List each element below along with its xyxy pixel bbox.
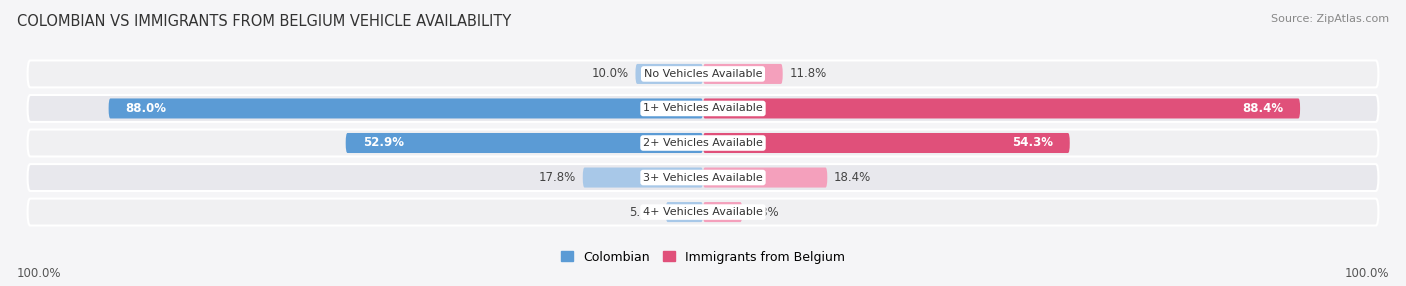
Legend: Colombian, Immigrants from Belgium: Colombian, Immigrants from Belgium	[555, 246, 851, 269]
Text: No Vehicles Available: No Vehicles Available	[644, 69, 762, 79]
Text: 100.0%: 100.0%	[1344, 267, 1389, 280]
FancyBboxPatch shape	[703, 64, 783, 84]
Text: 17.8%: 17.8%	[538, 171, 576, 184]
FancyBboxPatch shape	[703, 168, 827, 188]
FancyBboxPatch shape	[28, 60, 1378, 88]
FancyBboxPatch shape	[703, 133, 1070, 153]
FancyBboxPatch shape	[28, 95, 1378, 122]
FancyBboxPatch shape	[703, 98, 1301, 118]
FancyBboxPatch shape	[636, 64, 703, 84]
Text: 54.3%: 54.3%	[1012, 136, 1053, 150]
Text: 88.0%: 88.0%	[125, 102, 166, 115]
FancyBboxPatch shape	[28, 130, 1378, 156]
Text: 10.0%: 10.0%	[592, 67, 628, 80]
Text: 5.8%: 5.8%	[749, 206, 779, 219]
FancyBboxPatch shape	[346, 133, 703, 153]
FancyBboxPatch shape	[703, 202, 742, 222]
Text: 18.4%: 18.4%	[834, 171, 872, 184]
Text: 4+ Vehicles Available: 4+ Vehicles Available	[643, 207, 763, 217]
Text: COLOMBIAN VS IMMIGRANTS FROM BELGIUM VEHICLE AVAILABILITY: COLOMBIAN VS IMMIGRANTS FROM BELGIUM VEH…	[17, 14, 512, 29]
FancyBboxPatch shape	[582, 168, 703, 188]
Text: Source: ZipAtlas.com: Source: ZipAtlas.com	[1271, 14, 1389, 24]
FancyBboxPatch shape	[28, 198, 1378, 226]
Text: 5.5%: 5.5%	[630, 206, 659, 219]
Text: 100.0%: 100.0%	[17, 267, 62, 280]
Text: 52.9%: 52.9%	[363, 136, 404, 150]
Text: 1+ Vehicles Available: 1+ Vehicles Available	[643, 104, 763, 114]
Text: 3+ Vehicles Available: 3+ Vehicles Available	[643, 172, 763, 182]
Text: 11.8%: 11.8%	[789, 67, 827, 80]
FancyBboxPatch shape	[666, 202, 703, 222]
FancyBboxPatch shape	[108, 98, 703, 118]
Text: 2+ Vehicles Available: 2+ Vehicles Available	[643, 138, 763, 148]
FancyBboxPatch shape	[28, 164, 1378, 191]
Text: 88.4%: 88.4%	[1241, 102, 1284, 115]
